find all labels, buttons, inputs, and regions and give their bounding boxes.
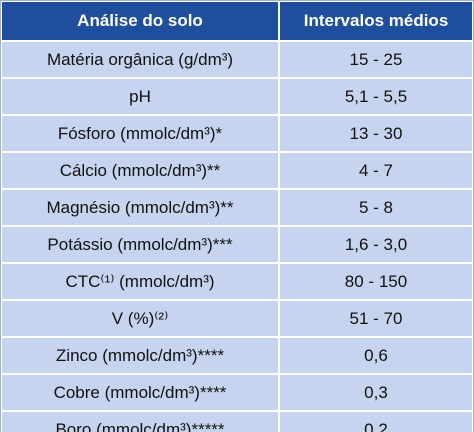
analysis-cell: Fósforo (mmolc/dm³)* <box>0 114 280 153</box>
header-cell: Intervalos médios <box>278 0 474 42</box>
analysis-cell: pH <box>0 77 280 116</box>
analysis-cell: Potássio (mmolc/dm³)*** <box>0 225 280 264</box>
analysis-cell: Cobre (mmolc/dm³)**** <box>0 373 280 412</box>
range-cell: 15 - 25 <box>278 40 474 79</box>
analysis-cell: Zinco (mmolc/dm³)**** <box>0 336 280 375</box>
range-cell: 4 - 7 <box>278 151 474 190</box>
table-row: Matéria orgânica (g/dm³) 15 - 25 <box>0 40 474 79</box>
analysis-cell: Matéria orgânica (g/dm³) <box>0 40 280 79</box>
table-row: pH 5,1 - 5,5 <box>0 77 474 116</box>
range-cell: 5 - 8 <box>278 188 474 227</box>
analysis-cell: Cálcio (mmolc/dm³)** <box>0 151 280 190</box>
range-cell: 13 - 30 <box>278 114 474 153</box>
table-row: Fósforo (mmolc/dm³)* 13 - 30 <box>0 114 474 153</box>
table-row: Magnésio (mmolc/dm³)** 5 - 8 <box>0 188 474 227</box>
range-cell: 51 - 70 <box>278 299 474 338</box>
analysis-cell: Magnésio (mmolc/dm³)** <box>0 188 280 227</box>
analysis-cell: CTC⁽¹⁾ (mmolc/dm³) <box>0 262 280 301</box>
header-cell: Análise do solo <box>0 0 280 42</box>
table-row: Cobre (mmolc/dm³)**** 0,3 <box>0 373 474 412</box>
table-row: Zinco (mmolc/dm³)**** 0,6 <box>0 336 474 375</box>
table-row: CTC⁽¹⁾ (mmolc/dm³) 80 - 150 <box>0 262 474 301</box>
table-row: Potássio (mmolc/dm³)*** 1,6 - 3,0 <box>0 225 474 264</box>
table-body: Matéria orgânica (g/dm³) 15 - 25 pH 5,1 - 5… <box>0 40 474 432</box>
range-cell: 0,3 <box>278 373 474 412</box>
range-cell: 5,1 - 5,5 <box>278 77 474 116</box>
range-cell: 80 - 150 <box>278 262 474 301</box>
analysis-cell: Boro (mmolc/dm³)***** <box>0 410 280 432</box>
range-cell: 0,6 <box>278 336 474 375</box>
range-cell: 1,6 - 3,0 <box>278 225 474 264</box>
table-row: Cálcio (mmolc/dm³)** 4 - 7 <box>0 151 474 190</box>
table-row: V (%)⁽²⁾ 51 - 70 <box>0 299 474 338</box>
range-cell: 0,2 <box>278 410 474 432</box>
analysis-cell: V (%)⁽²⁾ <box>0 299 280 338</box>
header-row: Análise do solo Intervalos médios <box>0 0 474 42</box>
table-row: Boro (mmolc/dm³)***** 0,2 <box>0 410 474 432</box>
